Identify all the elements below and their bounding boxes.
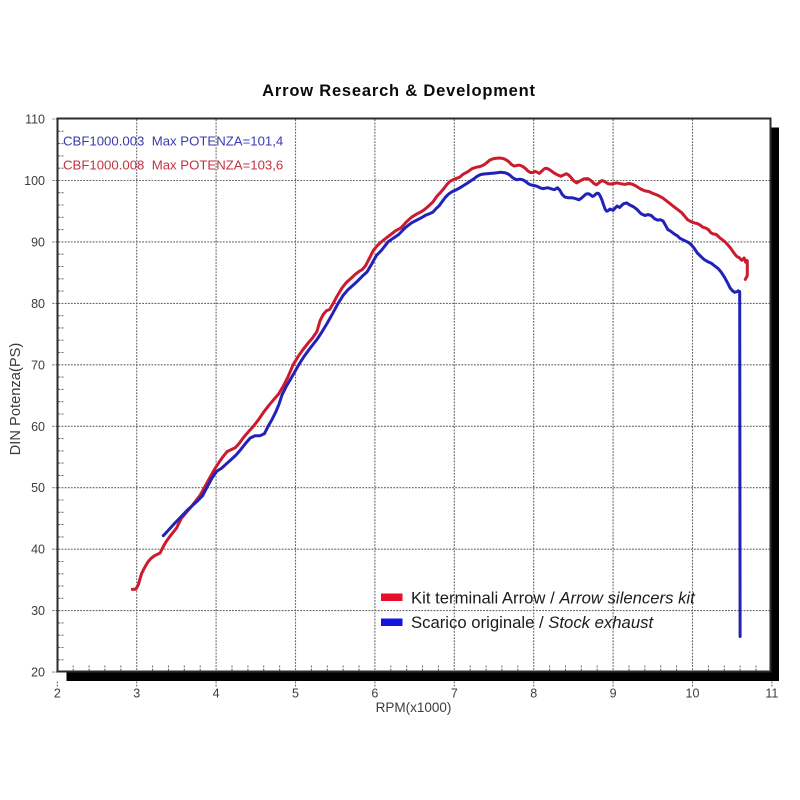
svg-text:80: 80 — [31, 297, 45, 311]
svg-text:50: 50 — [31, 481, 45, 495]
svg-text:5: 5 — [292, 687, 299, 701]
svg-text:CBF1000.003 Max POTENZA=101,4: CBF1000.003 Max POTENZA=101,4 — [63, 134, 283, 149]
svg-text:60: 60 — [31, 420, 45, 434]
svg-text:6: 6 — [371, 687, 378, 701]
svg-text:2: 2 — [54, 687, 61, 701]
svg-text:DIN Potenza(PS): DIN Potenza(PS) — [8, 343, 24, 456]
svg-text:20: 20 — [31, 666, 45, 680]
svg-text:Arrow Research & Development: Arrow Research & Development — [262, 82, 536, 100]
svg-text:4: 4 — [213, 687, 220, 701]
svg-text:9: 9 — [610, 687, 617, 701]
svg-text:110: 110 — [25, 113, 45, 127]
svg-text:100: 100 — [24, 174, 45, 188]
svg-text:3: 3 — [133, 687, 140, 701]
svg-text:30: 30 — [31, 604, 45, 618]
svg-text:11: 11 — [765, 687, 778, 701]
svg-text:10: 10 — [686, 687, 700, 701]
svg-text:40: 40 — [31, 543, 45, 557]
svg-text:RPM(x1000): RPM(x1000) — [376, 700, 452, 715]
svg-text:90: 90 — [31, 235, 45, 249]
svg-text:7: 7 — [451, 687, 458, 701]
svg-text:70: 70 — [31, 358, 45, 372]
svg-text:Kit terminali Arrow / Arrow si: Kit terminali Arrow / Arrow silencers ki… — [411, 589, 696, 608]
svg-text:8: 8 — [530, 687, 537, 701]
svg-text:CBF1000.008 Max POTENZA=103,6: CBF1000.008 Max POTENZA=103,6 — [63, 158, 283, 173]
svg-text:Scarico originale / Stock exha: Scarico originale / Stock exhaust — [411, 613, 654, 632]
